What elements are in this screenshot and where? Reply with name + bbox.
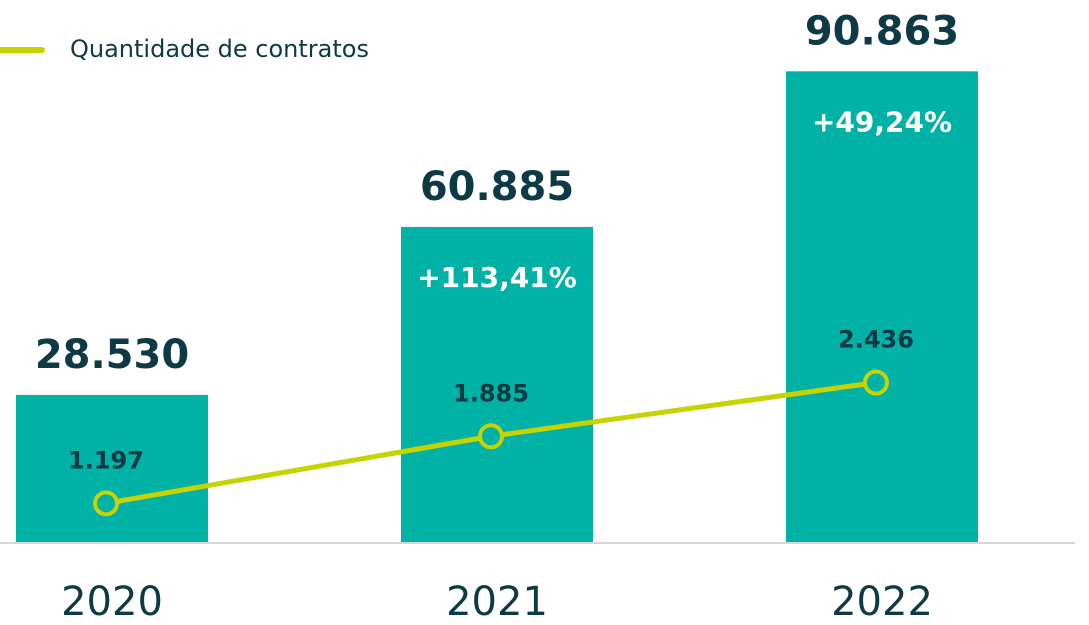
legend-label: Quantidade de contratos [70,35,369,63]
bar-value-label: 28.530 [35,332,189,378]
line-point [93,490,119,517]
bar [401,226,593,543]
x-tick-label: 2022 [831,579,933,625]
bar-value-label: 90.863 [805,8,959,54]
growth-label: +113,41% [417,261,577,294]
x-tick-label: 2020 [61,579,163,625]
line-point [478,423,504,450]
bar-value-label: 60.885 [420,164,574,210]
line-value-label: 1.197 [68,446,144,474]
line-value-label: 1.885 [453,379,529,407]
line-value-label: 2.436 [838,326,914,354]
bar [16,394,208,543]
growth-label: +49,24% [812,105,952,138]
line-point [863,369,889,396]
bar [786,71,978,543]
x-tick-label: 2021 [446,579,548,625]
